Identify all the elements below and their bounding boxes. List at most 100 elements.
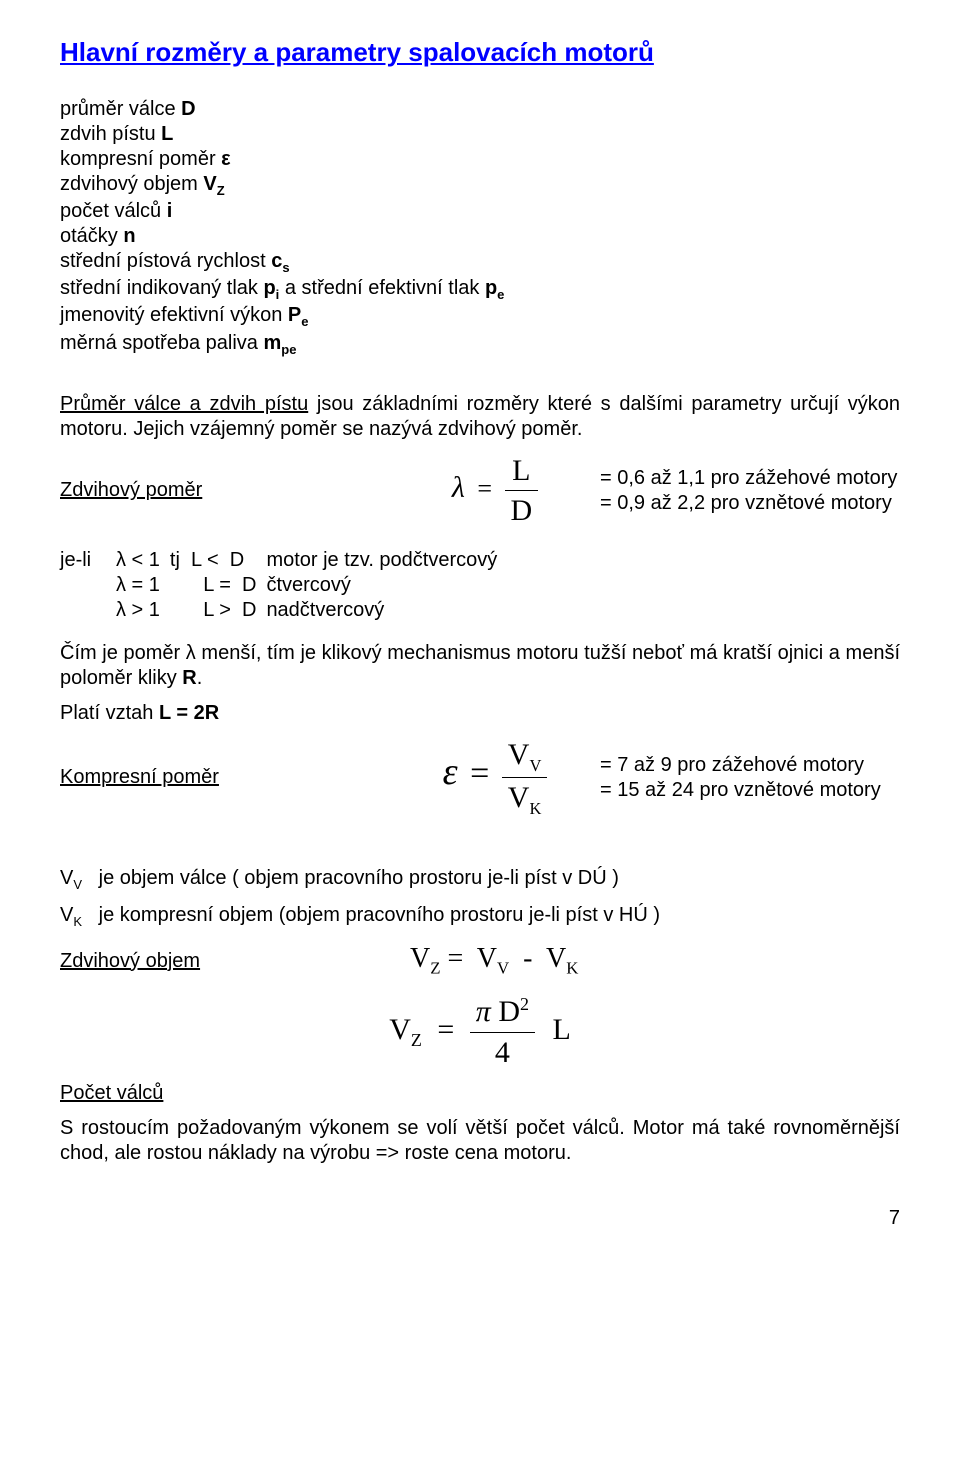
equals-sign: = [477,474,492,503]
epsilon-range-1: = 7 až 9 pro zážehové motory [600,753,900,778]
fraction-bar [505,490,539,491]
lambda-range-1: = 0,6 až 1,1 pro zážehové motory [600,466,900,491]
param-subscript: pe [281,342,296,357]
epsilon-range-2: = 15 až 24 pro vznětové motory [600,778,900,803]
sub: K [529,799,541,818]
fraction-bar [470,1032,535,1033]
lambda-symbol: λ [452,471,465,504]
cond-cell: nadčtvercový [266,598,507,623]
text: Platí vztah [60,702,159,724]
param-row: zdvihový objem VZ [60,172,900,199]
cond-cell: L > D [170,598,267,623]
denominator-Vk: VK [502,779,548,820]
param-symbol: p [263,277,275,299]
pi-symbol: π [476,995,491,1028]
paragraph-intro: Průměr válce a zdvih pístu jsou základní… [60,392,900,442]
L-symbol: L [552,1013,570,1046]
param-row: kompresní poměr ε [60,147,900,172]
param-label: počet válců [60,200,167,222]
fraction-L-D: L D [505,452,539,530]
sub: Z [411,1030,422,1050]
param-subscript: e [497,287,504,302]
dot: . [197,667,203,689]
vv-definition: VV je objem válce ( objem pracovního pro… [60,866,900,893]
param-symbol: i [167,200,173,222]
cond-cell: čtvercový [266,573,507,598]
numerator-L: L [505,452,539,490]
paragraph-lambda-effect: Čím je poměr λ menší, tím je klikový mec… [60,641,900,691]
param-label: jmenovitý efektivní výkon [60,304,288,326]
param-symbol: n [123,225,135,247]
param-symbol: ε [221,148,231,170]
sym: V [389,1013,411,1046]
numerator: π D2 [470,993,535,1031]
param-subscript: s [282,260,289,275]
cond-jeli: je-li [60,548,106,573]
sub: V [497,958,509,977]
sub: K [73,914,82,929]
fraction-piD2-4: π D2 4 [470,993,535,1071]
lambda-equation: λ = L D [452,474,538,503]
zdvihovy-pomer-label: Zdvihový poměr [60,479,202,501]
fraction-bar [502,777,548,778]
sym: V [60,867,73,889]
text: je kompresní objem (objem pracovního pro… [82,904,660,926]
sub: V [73,877,82,892]
pocet-valcu-label: Počet válců [60,1081,900,1106]
param-subscript: e [301,314,308,329]
param-symbol: m [263,332,281,354]
param-label: střední pístová rychlost [60,250,271,272]
equals-sign: = [437,1013,454,1046]
zdvihovy-objem-label: Zdvihový objem [60,950,200,972]
equals-sign: = [470,755,489,792]
formula-L-2R: L = 2R [159,702,219,724]
cond-cell: λ = 1 [116,573,170,598]
sub: V [529,756,541,775]
denominator-D: D [505,492,539,530]
param-label: zdvih pístu [60,123,161,145]
cond-cell: L = D [170,573,267,598]
param-row: střední indikovaný tlak pi a střední efe… [60,276,900,303]
cond-cell: λ > 1 [116,598,170,623]
param-row: otáčky n [60,224,900,249]
param-tail: a střední efektivní tlak [279,277,485,299]
denominator-4: 4 [470,1034,535,1072]
epsilon-formula-row: Kompresní poměr ε = VV VK = 7 až 9 pro z… [60,736,900,820]
paragraph-last: S rostoucím požadovaným výkonem se volí … [60,1116,900,1166]
symbol-R: R [182,667,196,689]
param-row: počet válců i [60,199,900,224]
table-row: λ = 1 L = D čtvercový [60,573,507,598]
underlined-terms: Průměr válce a zdvih pístu [60,393,308,415]
param-label: průměr válce [60,98,181,120]
relation-L-2R: Platí vztah L = 2R [60,701,900,726]
param-label: zdvihový objem [60,173,203,195]
cond-cell: λ < 1 [116,548,170,573]
text: - V [509,943,566,974]
kompresni-pomer-label: Kompresní poměr [60,766,219,788]
param-label: měrná spotřeba paliva [60,332,263,354]
label: Počet válců [60,1082,163,1104]
param-symbol: V [203,173,216,195]
epsilon-symbol: ε [443,751,458,793]
param-symbol: D [181,98,195,120]
param-row: střední pístová rychlost cs [60,249,900,276]
vz-full-formula: VZ = π D2 4 L [60,993,900,1071]
fraction-Vv-Vk: VV VK [502,736,548,820]
param-label: otáčky [60,225,123,247]
lambda-range-2: = 0,9 až 2,2 pro vznětové motory [600,491,900,516]
param-row: jmenovitý efektivní výkon Pe [60,303,900,330]
exponent-2: 2 [520,994,529,1014]
lambda-formula-row: Zdvihový poměr λ = L D = 0,6 až 1,1 pro … [60,452,900,530]
param-subscript: Z [217,183,225,198]
vz-formula-row: Zdvihový objem VZ = VV - VK [60,941,900,980]
param-symbol: L [161,123,173,145]
numerator-Vv: VV [502,736,548,777]
param-label: střední indikovaný tlak [60,277,263,299]
text: = V [441,943,498,974]
D-symbol: D [498,995,520,1028]
sym: V [60,904,73,926]
epsilon-equation: ε = VV VK [443,761,548,790]
param-label: kompresní poměr [60,148,221,170]
param-row: průměr válce D [60,97,900,122]
param-symbol: p [485,277,497,299]
